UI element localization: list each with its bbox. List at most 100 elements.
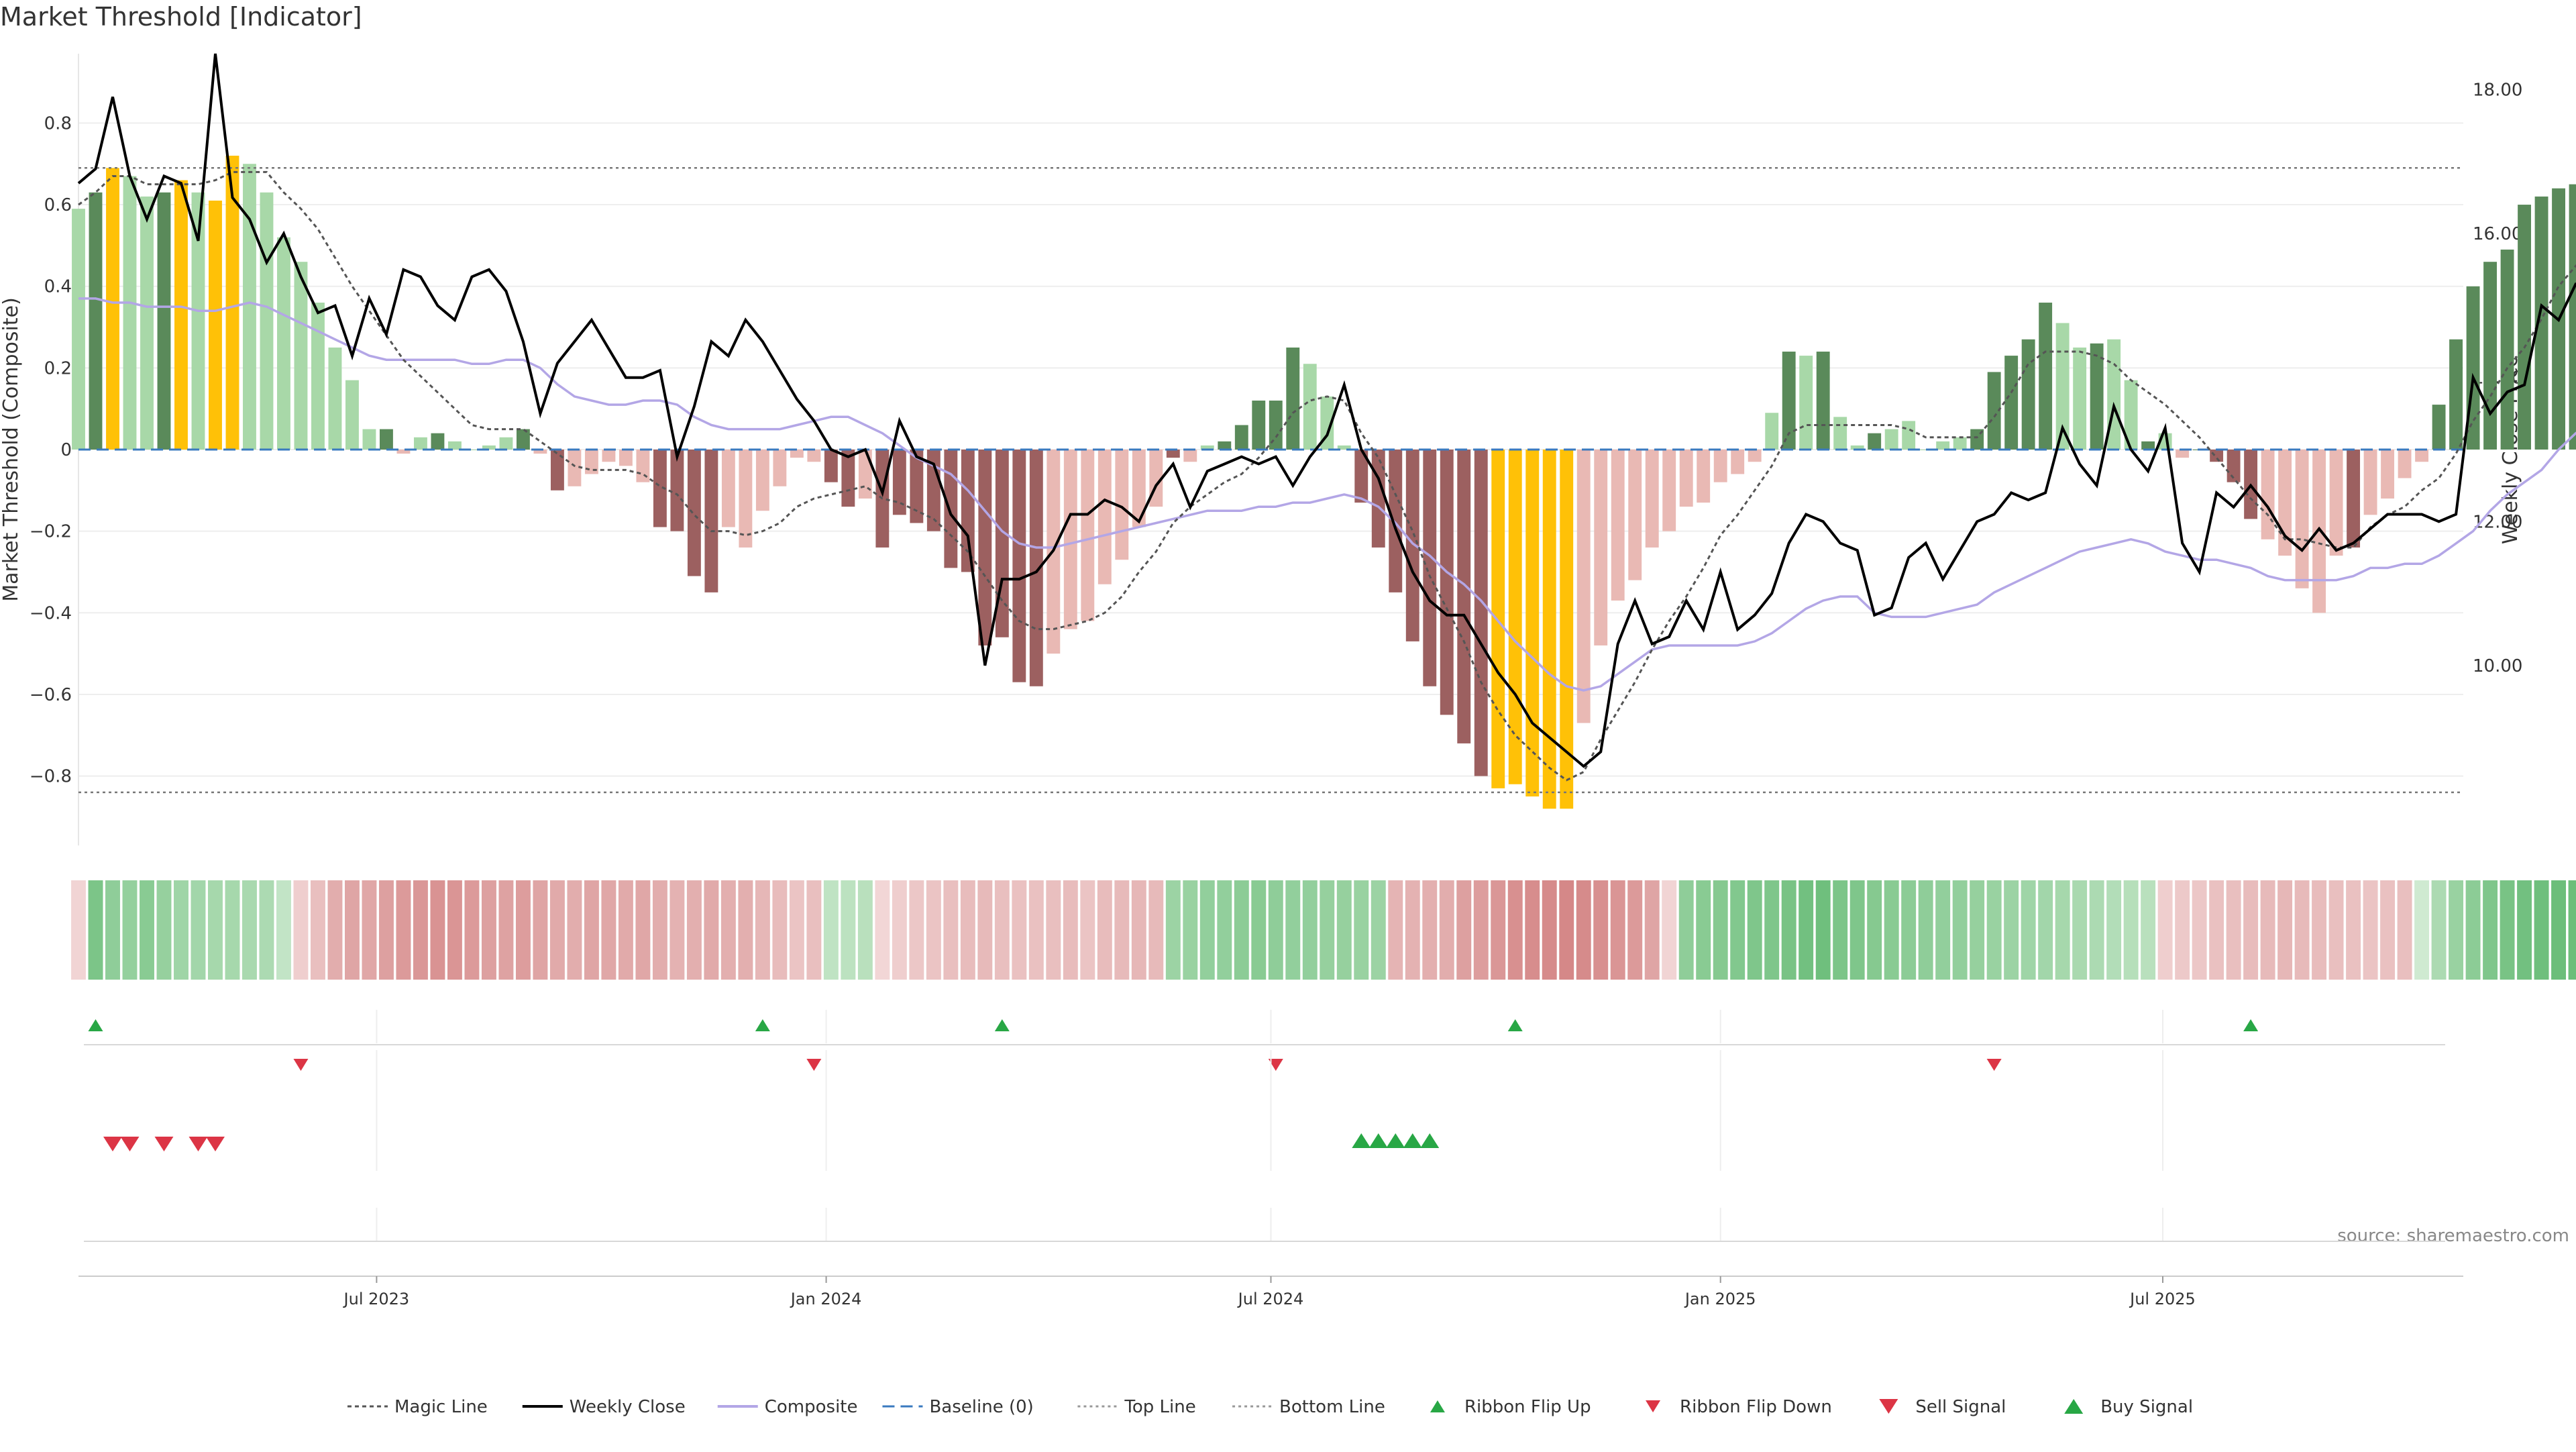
buy-signal-marker [1352,1133,1371,1148]
ribbon-cell [2294,880,2310,980]
legend-item: Baseline (0) [882,1397,1034,1417]
ribbon-cell [772,880,788,980]
composite-bar [328,347,342,450]
composite-bar [550,450,564,490]
ribbon-cell [1388,880,1403,980]
y-left-axis-label: Market Threshold (Composite) [0,297,23,602]
ribbon-cell [2414,880,2430,980]
composite-bar [1252,401,1266,450]
x-tick-label: Jan 2024 [790,1290,862,1308]
composite-bar [892,450,906,515]
y-left-tick-label: 0.8 [44,113,72,134]
composite-bar [2449,339,2463,450]
chart-title: Market Threshold [Indicator] [0,2,362,32]
ribbon-cell [2312,880,2327,980]
ribbon-cell [481,880,496,980]
ribbon-cell [191,880,206,980]
composite-bar [1234,425,1248,450]
composite-bar [1611,450,1625,601]
ribbon-cell [2192,880,2207,980]
composite-bar [209,200,222,450]
ribbon-cell [88,880,103,980]
composite-bar [1542,450,1556,809]
composite-bar [2415,450,2429,462]
ribbon-cell [1251,880,1267,980]
ribbon-cell [2157,880,2173,980]
ribbon-cell [943,880,959,980]
ribbon-cell [994,880,1010,980]
y-left-tick-label: −0.6 [30,685,72,705]
ribbon-cell [140,880,154,980]
ribbon-cell [2209,880,2224,980]
ribbon-cell [362,880,377,980]
composite-bar [841,450,855,507]
ribbon-cell [1268,880,1283,980]
ribbon-cell [720,880,736,980]
composite-bar [380,429,393,450]
composite-bar [123,176,137,450]
composite-bar [961,450,975,572]
composite-bar [1560,450,1574,809]
legend-swatch-sell-signal [1879,1399,1898,1414]
composite-bar [1525,450,1540,797]
ribbon-flip-up-marker [88,1019,103,1031]
composite-bar [260,192,274,450]
ribbon-cell [2038,880,2053,980]
ribbon-cell [276,880,291,980]
ribbon-cell [1970,880,1985,980]
composite-bar [687,450,701,576]
buy-signal-marker [1368,1133,1388,1148]
composite-bar [1097,450,1112,584]
ribbon-cell [1901,880,1917,980]
legend-item: Buy Signal [2064,1397,2193,1417]
ribbon-cell [430,880,445,980]
ribbon-cell [909,880,924,980]
composite-bar [2483,262,2498,450]
ribbon-cell [926,880,941,980]
ribbon-cell [1199,880,1215,980]
composite-bar [1389,450,1403,592]
ribbon-cell [1491,880,1506,980]
ribbon-cell [310,880,325,980]
composite-bar [602,450,616,462]
main-panel: 0.8 0.6 0.4 0.2 0 −0.2 −0.4 −0.6 −0.8 18.00 16.00 1… [30,53,2576,845]
composite-bar [311,303,325,450]
ribbon-cell [2449,880,2464,980]
sell-signal-marker [120,1137,140,1151]
ribbon-cell [1320,880,1335,980]
composite-bar [1063,450,1077,629]
ribbon-cell [2106,880,2122,980]
legend-label: Sell Signal [1915,1397,2006,1417]
ribbon-cell [1815,880,1831,980]
ribbon-cell [857,880,873,980]
weekly-close-line [77,53,2576,768]
legend-label: Ribbon Flip Up [1464,1397,1591,1417]
y-right-tick-label: 16.00 [2473,224,2522,244]
composite-bar [1320,396,1334,450]
composite-bar [1713,450,1727,482]
ribbon-cell [1713,880,1728,980]
composite-bar [396,450,411,454]
ribbon-cell [71,880,86,980]
ribbon-cell [2141,880,2156,980]
composite-bar [2039,303,2053,450]
ribbon-cell [584,880,599,980]
x-tick-label: Jul 2024 [1237,1290,1304,1308]
composite-bar [1987,372,2001,450]
composite-bar [2004,356,2019,450]
composite-bar [1884,429,1898,450]
ribbon-cell [2483,880,2498,980]
ribbon-cell [567,880,582,980]
composite-bar [653,450,667,527]
ribbon-panel [71,880,2576,980]
y-left-tick-label: −0.4 [30,603,72,623]
composite-bar [2381,450,2395,499]
legend-label: Baseline (0) [929,1397,1033,1417]
composite-bar [1012,450,1026,682]
ribbon-cell [2175,880,2190,980]
legend-swatch-buy-signal [2064,1399,2084,1414]
ribbon-cell [892,880,907,980]
composite-bar [1748,450,1762,462]
composite-bar [1508,450,1522,784]
